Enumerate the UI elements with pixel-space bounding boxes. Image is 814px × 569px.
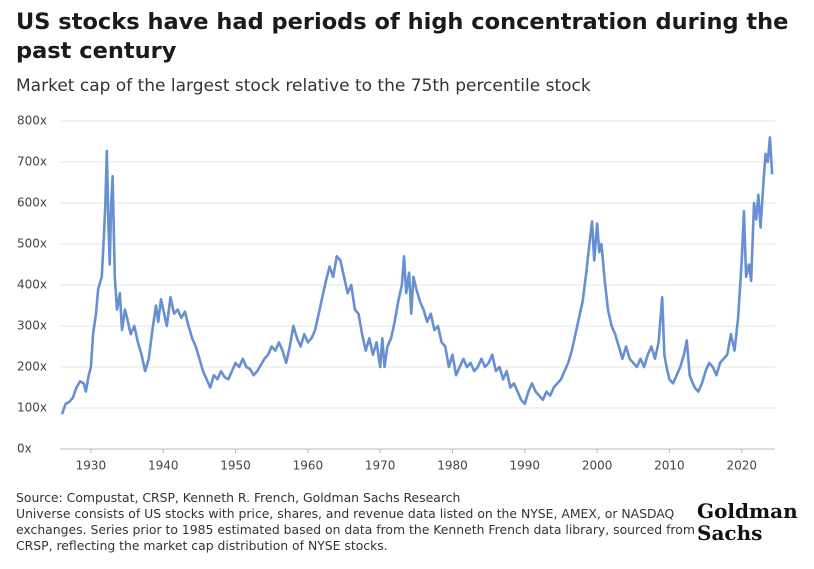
x-tick-label: 1960	[293, 459, 324, 473]
y-tick-label: 100x	[17, 401, 47, 415]
y-tick-label: 200x	[17, 360, 47, 374]
logo-line: Goldman	[697, 499, 798, 523]
y-tick-label: 300x	[17, 319, 47, 333]
y-tick-label: 800x	[17, 114, 47, 128]
x-tick-label: 1980	[437, 459, 468, 473]
logo-line: Sachs	[697, 521, 763, 545]
chart-title: US stocks have had periods of high conce…	[16, 9, 789, 64]
x-tick-label: 2000	[582, 459, 613, 473]
data-line	[60, 136, 774, 415]
x-tick-label: 2020	[726, 459, 757, 473]
y-tick-label: 500x	[17, 237, 47, 251]
x-tick-label: 1930	[76, 459, 107, 473]
x-tick-label: 2010	[654, 459, 685, 473]
y-tick-label: 600x	[17, 196, 47, 210]
x-tick-label: 1970	[365, 459, 396, 473]
y-tick-label: 0x	[17, 442, 32, 456]
x-tick-label: 1940	[148, 459, 179, 473]
source-note: Source: Compustat, CRSP, Kenneth R. Fren…	[16, 490, 461, 505]
chart-subtitle: Market cap of the largest stock relative…	[16, 76, 591, 96]
x-tick-label: 1990	[510, 459, 541, 473]
logo: Goldman Sachs	[697, 500, 798, 544]
y-tick-label: 700x	[17, 155, 47, 169]
footnote: Universe consists of US stocks with pric…	[16, 506, 695, 553]
x-tick-label: 1950	[220, 459, 251, 473]
y-tick-label: 400x	[17, 278, 47, 292]
